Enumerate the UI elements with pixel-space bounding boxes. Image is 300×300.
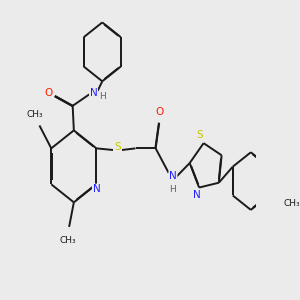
Text: O: O <box>44 88 52 98</box>
Text: H: H <box>99 92 106 100</box>
Text: O: O <box>155 107 163 117</box>
Text: N: N <box>169 171 177 181</box>
Text: CH₃: CH₃ <box>60 236 76 245</box>
Text: N: N <box>193 190 201 200</box>
Text: H: H <box>169 185 175 194</box>
Text: CH₃: CH₃ <box>284 199 300 208</box>
Text: N: N <box>92 184 100 194</box>
Text: S: S <box>114 142 121 152</box>
Text: S: S <box>197 130 203 140</box>
Text: N: N <box>90 88 98 98</box>
Text: CH₃: CH₃ <box>26 110 43 118</box>
